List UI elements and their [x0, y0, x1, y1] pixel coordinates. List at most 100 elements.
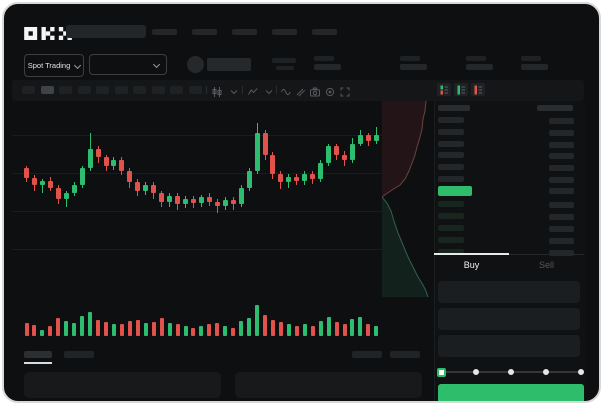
slider-stop-dot[interactable]	[543, 369, 549, 375]
candle-body	[143, 185, 149, 191]
candle-body	[357, 135, 363, 144]
candle-body	[222, 200, 228, 206]
active-tab-underline	[24, 362, 52, 364]
chart-bottom-tab[interactable]	[64, 351, 94, 358]
slider-handle[interactable]	[436, 367, 446, 377]
depth-chart	[382, 101, 429, 297]
book-combined-icon[interactable]	[437, 83, 451, 96]
price-change-placeholder	[276, 66, 294, 70]
candle-body	[230, 200, 236, 205]
slider-stop-dot[interactable]	[578, 369, 584, 375]
candle-body	[302, 173, 308, 181]
candle-body	[254, 132, 260, 172]
draw-tool-icon[interactable]	[296, 84, 306, 97]
indicators-icon[interactable]	[248, 84, 258, 95]
candle-body	[246, 171, 252, 188]
candle-body	[214, 201, 220, 206]
orderbook-col-header-price	[438, 105, 470, 111]
book-asks-icon[interactable]	[471, 83, 485, 96]
candle-body	[270, 154, 276, 174]
candle-body	[310, 173, 316, 180]
toolbar-divider	[206, 86, 207, 94]
candle-body	[167, 196, 173, 202]
candle-wick	[65, 190, 67, 208]
orderbook-col-header-amount	[537, 105, 573, 111]
candle-body	[318, 162, 324, 180]
coin-avatar	[187, 56, 204, 73]
candle-body	[119, 160, 125, 172]
candle-body	[151, 185, 157, 194]
amount-slider[interactable]	[434, 364, 584, 380]
candle-body	[95, 149, 101, 158]
pair-name-placeholder	[207, 58, 251, 71]
candle-body	[135, 182, 141, 191]
buy-tab-indicator	[434, 253, 509, 255]
candle-body	[103, 157, 109, 166]
candle-body	[349, 143, 355, 161]
candle-body	[63, 193, 69, 199]
candle-body	[278, 173, 284, 183]
book-bids-icon[interactable]	[454, 83, 468, 96]
candle-body	[31, 178, 37, 185]
pair-dropdown[interactable]	[89, 54, 167, 75]
candle-wick	[375, 127, 377, 144]
candle-body	[175, 196, 181, 205]
candle-body	[55, 187, 61, 199]
bottom-panel-right	[235, 372, 422, 398]
market-type-dropdown[interactable]: Spot Trading	[24, 54, 84, 77]
candle-body	[87, 149, 93, 169]
candlestick-layer[interactable]	[4, 4, 599, 401]
candle-body	[127, 171, 133, 183]
candle-body	[238, 187, 244, 205]
candle-style-icon[interactable]	[212, 84, 222, 97]
chart-bottom-tab-active[interactable]	[24, 351, 52, 358]
candle-body	[286, 176, 292, 183]
candle-body	[198, 197, 204, 203]
candle-body	[111, 160, 117, 166]
candle-body	[24, 168, 29, 179]
depth-asks-line	[382, 101, 427, 198]
candle-body	[262, 132, 268, 155]
candle-body	[342, 154, 347, 161]
chart-bottom-link[interactable]	[390, 351, 420, 358]
candle-wick	[41, 179, 43, 194]
toolbar-divider	[276, 86, 277, 94]
candle-wick	[216, 198, 218, 213]
bottom-panel-left	[24, 372, 221, 398]
price-change-placeholder	[272, 58, 296, 63]
chevron-down-icon[interactable]	[229, 84, 239, 95]
candle-body	[326, 146, 332, 163]
depth-bids-area	[382, 197, 428, 297]
candle-body	[334, 146, 340, 155]
tab-sell[interactable]: Sell	[538, 260, 554, 270]
slider-stop-dot[interactable]	[508, 369, 514, 375]
candle-body	[39, 180, 45, 185]
fullscreen-icon[interactable]	[340, 84, 350, 97]
candle-body	[47, 180, 53, 188]
orderbook-trade-panel	[434, 101, 585, 401]
market-type-label: Spot Trading	[27, 61, 71, 70]
chevron-down-icon[interactable]	[264, 84, 274, 95]
candle-body	[294, 176, 300, 181]
candle-body	[183, 198, 188, 205]
candle-body	[159, 193, 165, 202]
candle-body	[365, 135, 371, 141]
search-input[interactable]	[66, 25, 146, 38]
candle-body	[71, 185, 77, 194]
slider-stop-dot[interactable]	[473, 369, 479, 375]
chart-bottom-link[interactable]	[352, 351, 382, 358]
camera-icon[interactable]	[310, 84, 320, 97]
okx-logo	[24, 27, 72, 40]
depth-bids-line	[382, 196, 429, 297]
toolbar-divider	[242, 86, 243, 94]
candle-body	[373, 135, 379, 141]
compare-line-icon[interactable]	[281, 84, 291, 96]
buy-submit-button[interactable]	[438, 384, 584, 401]
depth-asks-area	[382, 101, 426, 197]
candle-body	[190, 198, 196, 203]
tab-buy[interactable]: Buy	[463, 260, 480, 270]
chart-settings-icon[interactable]	[325, 84, 335, 97]
candle-body	[79, 168, 85, 185]
trade-tabs	[434, 254, 584, 278]
